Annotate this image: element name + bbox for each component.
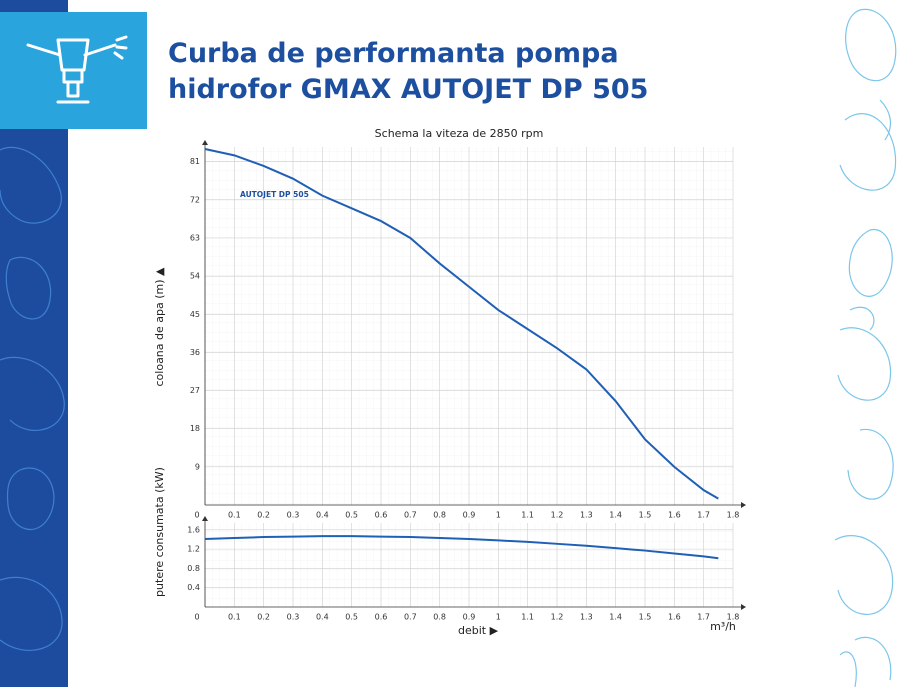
title-line: hidrofor GMAX AUTOJET DP 505 [168, 74, 648, 105]
x-tick-label: 1.4 [609, 613, 622, 622]
x-tick-label: 1.6 [668, 613, 681, 622]
x-tick-label: 1 [496, 613, 501, 622]
y-tick-label: 9 [195, 462, 200, 471]
x-tick-label: 1.7 [697, 511, 710, 520]
x-tick-label: 1.8 [727, 511, 740, 520]
charts: 0 0.1 0.2 0.3 0.4 0.5 0.6 0.7 0.8 0.9 1 1.1 1.2 1.3 1.… [153, 127, 746, 637]
x-tick-label: 1.7 [697, 613, 710, 622]
x-tick-label: 1.2 [551, 511, 564, 520]
x-tick-label: 1.5 [639, 613, 652, 622]
x-tick-label: 0.8 [433, 613, 446, 622]
axis-arrow [741, 502, 746, 508]
x-tick-label: 0.6 [375, 511, 388, 520]
x-tick-label: 0.8 [433, 511, 446, 520]
y-tick-label: 72 [190, 195, 200, 204]
x-tick-label: 0.6 [375, 613, 388, 622]
icon-box [0, 12, 147, 129]
y-tick-label: 27 [190, 386, 200, 395]
x-tick-label: 0.5 [345, 613, 358, 622]
y-axis-label: coloana de apa (m) ▲ [153, 267, 166, 387]
x-tick-label: 0.9 [463, 613, 476, 622]
x-tick-label: 0.9 [463, 511, 476, 520]
x-tick-label: 0 [194, 511, 199, 520]
x-tick-label: 1.6 [668, 511, 681, 520]
x-tick-label: 0.7 [404, 511, 417, 520]
title-line: Curba de performanta pompa [168, 38, 619, 69]
x-tick-label: 1.2 [551, 613, 564, 622]
y-tick-label: 1.6 [187, 525, 200, 534]
chart-subtitle: Schema la viteza de 2850 rpm [375, 127, 544, 140]
x-axis-unit: m³/h [710, 620, 736, 633]
data-line [204, 535, 719, 560]
x-tick-label: 0.1 [228, 511, 241, 520]
right-decor [834, 8, 897, 687]
x-tick-label: 1.3 [580, 613, 593, 622]
series-label: AUTOJET DP 505 [240, 190, 309, 199]
x-axis-label: debit ▶ [458, 624, 499, 637]
y-tick-label: 18 [190, 424, 200, 433]
x-tick-label: 1.5 [639, 511, 652, 520]
x-tick-label: 0.3 [287, 613, 300, 622]
x-tick-label: 1.1 [521, 613, 534, 622]
x-tick-label: 0.2 [257, 511, 270, 520]
x-tick-label: 0.1 [228, 613, 241, 622]
y-tick-label: 0.4 [187, 583, 200, 592]
x-tick-label: 1.4 [609, 511, 622, 520]
x-tick-label: 0.5 [345, 511, 358, 520]
axis-arrow [741, 604, 746, 610]
x-tick-label: 1.8 [727, 613, 740, 622]
data-line [204, 148, 719, 500]
x-tick-label: 0.3 [287, 511, 300, 520]
y-tick-label: 36 [190, 348, 200, 357]
y-tick-label: 0.8 [187, 564, 200, 573]
y-tick-label: 45 [190, 310, 200, 319]
y-axis-label: putere consumata (kW) [153, 467, 166, 597]
x-tick-label: 1 [496, 511, 501, 520]
x-tick-label: 1.3 [580, 511, 593, 520]
x-tick-label: 0.2 [257, 613, 270, 622]
x-tick-label: 0 [194, 613, 199, 622]
x-tick-label: 0.4 [316, 613, 329, 622]
x-tick-label: 0.7 [404, 613, 417, 622]
x-tick-label: 1.1 [521, 511, 534, 520]
axis-arrow [202, 140, 208, 145]
y-tick-label: 54 [190, 272, 200, 281]
x-tick-label: 0.4 [316, 511, 329, 520]
y-tick-label: 1.2 [187, 545, 200, 554]
axis-arrow [202, 516, 208, 521]
y-tick-label: 63 [190, 234, 200, 243]
y-tick-label: 81 [190, 157, 200, 166]
